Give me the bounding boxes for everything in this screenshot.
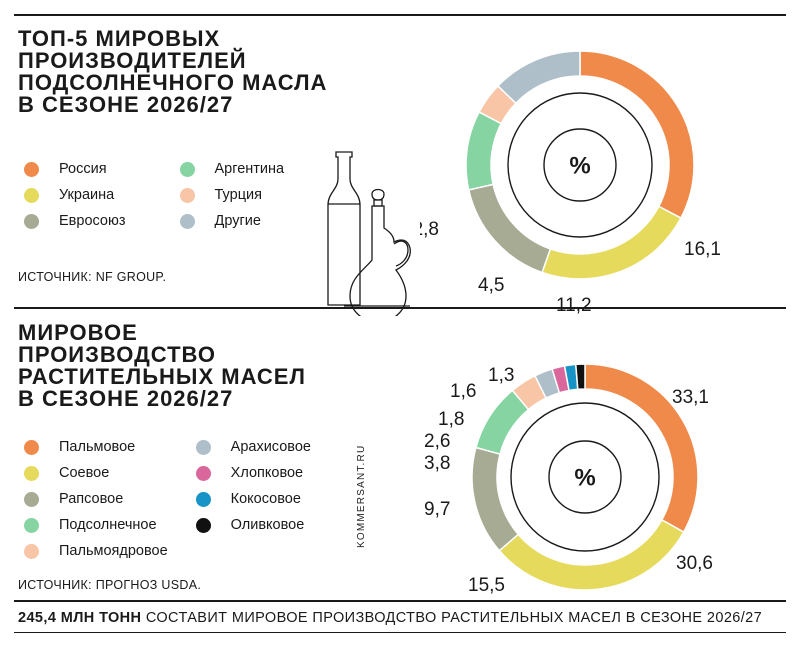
- legend-swatch: [24, 465, 39, 481]
- legend-swatch: [195, 517, 211, 533]
- data-label-3: 16,1: [684, 239, 721, 260]
- legend-label: Оливковое: [230, 517, 305, 533]
- legend-item: Украина: [24, 182, 126, 208]
- legend-label: Турция: [214, 187, 262, 203]
- credit-label: KOMMERSANT.RU: [356, 444, 367, 548]
- data-label-9: 1,3: [488, 365, 514, 386]
- legend-item: Турция: [179, 182, 285, 208]
- legend-item: Евросоюз: [24, 208, 126, 234]
- data-label-8: 1,6: [450, 381, 476, 402]
- slice-6: [496, 50, 581, 105]
- inner-ring-1: [507, 92, 653, 238]
- legend-swatch: [179, 187, 195, 203]
- oil-bottles-icon: [327, 151, 411, 316]
- slice-4: [465, 110, 503, 191]
- legend-label: Россия: [59, 161, 107, 177]
- chart2-legend: Пальмовое Соевое Рапсовое Подсолнечное Пальм…: [24, 434, 311, 564]
- data-label-5: 3,8: [424, 453, 450, 474]
- legend-label: Хлопковое: [230, 465, 304, 481]
- legend-swatch: [195, 465, 211, 481]
- legend-swatch: [195, 439, 211, 455]
- bottom-rule: [14, 632, 786, 633]
- legend-swatch: [179, 213, 195, 229]
- legend-swatch: [195, 491, 211, 507]
- slice-1: [579, 50, 695, 220]
- data-label-6: 12,8: [420, 219, 439, 240]
- legend-item: Россия: [24, 156, 126, 182]
- middle-rule: [14, 307, 786, 309]
- inner-ring-1: [510, 402, 660, 552]
- legend-label: Пальмоядровое: [59, 543, 168, 559]
- slice-9: [574, 363, 586, 391]
- chart1-title: ТОП-5 МИРОВЫХ ПРОИЗВОДИТЕЛЕЙ ПОДСОЛНЕЧНО…: [18, 26, 328, 117]
- chart1-legend: Россия Украина Евросоюз Аргентина Турция Друг…: [24, 156, 284, 234]
- legend-item: Оливковое: [195, 512, 311, 538]
- legend-label: Аргентина: [214, 161, 285, 177]
- legend-item: Пальмоядровое: [24, 538, 168, 564]
- slice-3: [467, 183, 552, 274]
- legend-swatch: [24, 517, 39, 533]
- center-label: %: [569, 152, 590, 179]
- legend-item: Арахисовое: [195, 434, 311, 460]
- data-label-4: 9,7: [424, 499, 450, 520]
- data-label-2: 30,6: [676, 553, 713, 574]
- footer-rule: [14, 600, 786, 602]
- data-label-6: 2,6: [424, 431, 450, 452]
- legend-swatch: [24, 161, 39, 177]
- chart1-source: ИСТОЧНИК: NF GROUP.: [18, 270, 167, 284]
- legend-label: Подсолнечное: [59, 517, 157, 533]
- legend-item: Соевое: [24, 460, 168, 486]
- legend-item: Пальмовое: [24, 434, 168, 460]
- legend-label: Арахисовое: [230, 439, 311, 455]
- legend-swatch: [24, 187, 39, 203]
- data-label-7: 1,8: [438, 409, 464, 430]
- legend-swatch: [179, 161, 195, 177]
- chart2-donut: 33,1 30,6 15,5 9,7 3,82,61,8 1,6 1,3%: [424, 363, 713, 596]
- footer-highlight: 245,4 МЛН ТОНН: [18, 610, 142, 626]
- legend-label: Другие: [214, 213, 261, 229]
- chart2-title: МИРОВОЕ ПРОИЗВОДСТВО РАСТИТЕЛЬНЫХ МАСЕЛ …: [18, 320, 306, 411]
- legend-swatch: [24, 439, 39, 455]
- legend-item: Рапсовое: [24, 486, 168, 512]
- slice-3: [471, 446, 520, 552]
- slice-2: [498, 518, 685, 591]
- legend-label: Евросоюз: [59, 213, 126, 229]
- legend-item: Аргентина: [179, 156, 285, 182]
- inner-ring-2: [548, 440, 622, 514]
- legend-swatch: [24, 491, 39, 507]
- top-rule: [14, 14, 786, 16]
- legend-item: Подсолнечное: [24, 512, 168, 538]
- legend-item: Хлопковое: [195, 460, 311, 486]
- legend-label: Рапсовое: [59, 491, 124, 507]
- legend-label: Украина: [59, 187, 115, 203]
- data-label-3: 15,5: [468, 575, 505, 596]
- legend-label: Соевое: [59, 465, 110, 481]
- legend-swatch: [24, 213, 39, 229]
- data-label-4: 11,2: [556, 295, 592, 316]
- data-label-1: 33,1: [672, 387, 709, 408]
- legend-item: Кокосовое: [195, 486, 311, 512]
- footer-note: 245,4 МЛН ТОНН СОСТАВИТ МИРОВОЕ ПРОИЗВОД…: [18, 610, 762, 626]
- center-label: %: [574, 464, 595, 491]
- legend-swatch: [24, 543, 39, 559]
- chart2-source: ИСТОЧНИК: ПРОГНОЗ USDA.: [18, 578, 202, 592]
- slice-2: [541, 205, 682, 280]
- footer-text: СОСТАВИТ МИРОВОЕ ПРОИЗВОДСТВО РАСТИТЕЛЬН…: [141, 610, 763, 626]
- legend-item: Другие: [179, 208, 285, 234]
- legend-label: Пальмовое: [59, 439, 136, 455]
- inner-ring-2: [543, 128, 617, 202]
- chart1-donut: 32,722,716,111,24,512,8%: [420, 50, 721, 316]
- legend-label: Кокосовое: [230, 491, 301, 507]
- data-label-5: 4,5: [478, 275, 504, 296]
